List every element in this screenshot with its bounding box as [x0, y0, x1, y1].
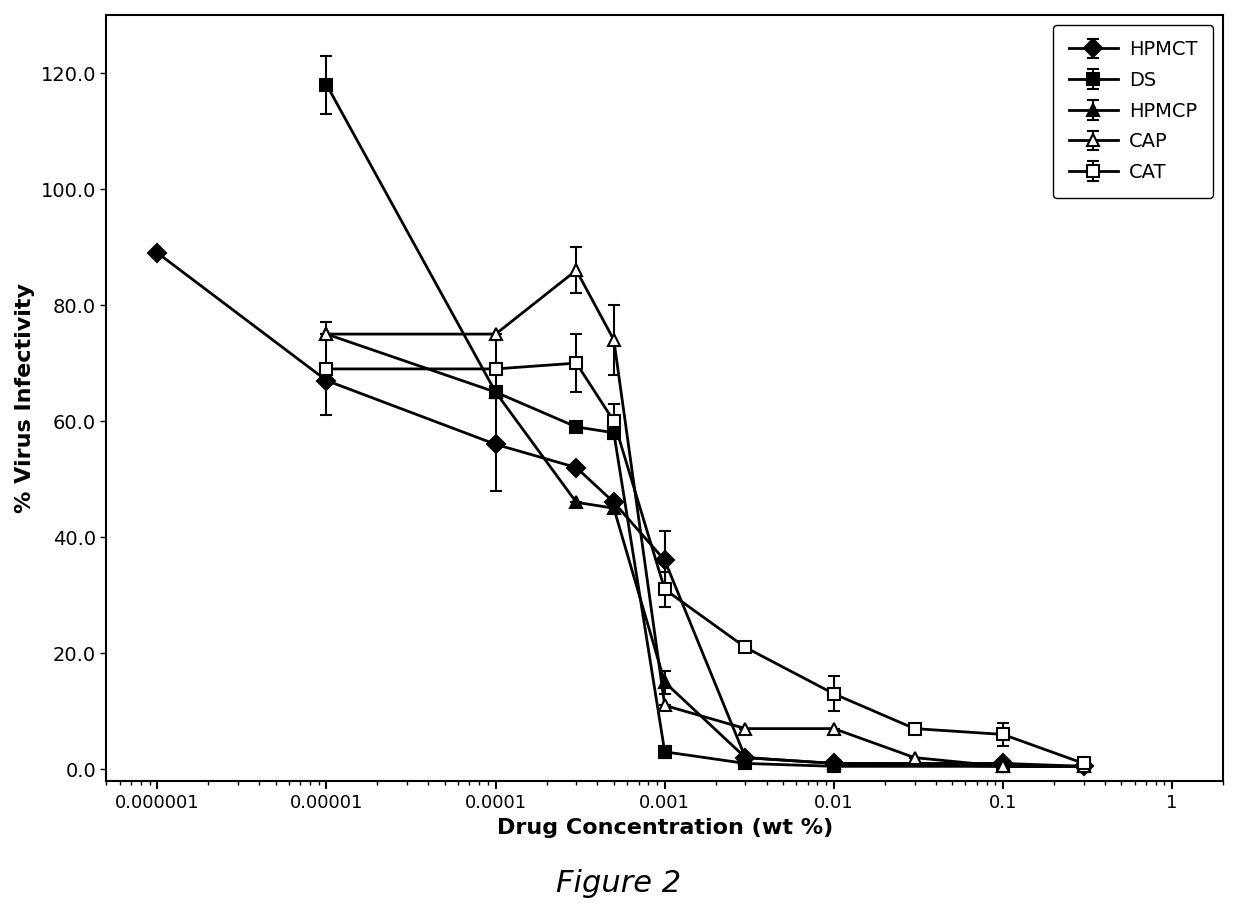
- Y-axis label: % Virus Infectivity: % Virus Infectivity: [15, 283, 35, 513]
- Text: Figure 2: Figure 2: [556, 869, 682, 898]
- X-axis label: Drug Concentration (wt %): Drug Concentration (wt %): [496, 817, 833, 837]
- Legend: HPMCT, DS, HPMCP, CAP, CAT: HPMCT, DS, HPMCP, CAP, CAT: [1054, 24, 1213, 198]
